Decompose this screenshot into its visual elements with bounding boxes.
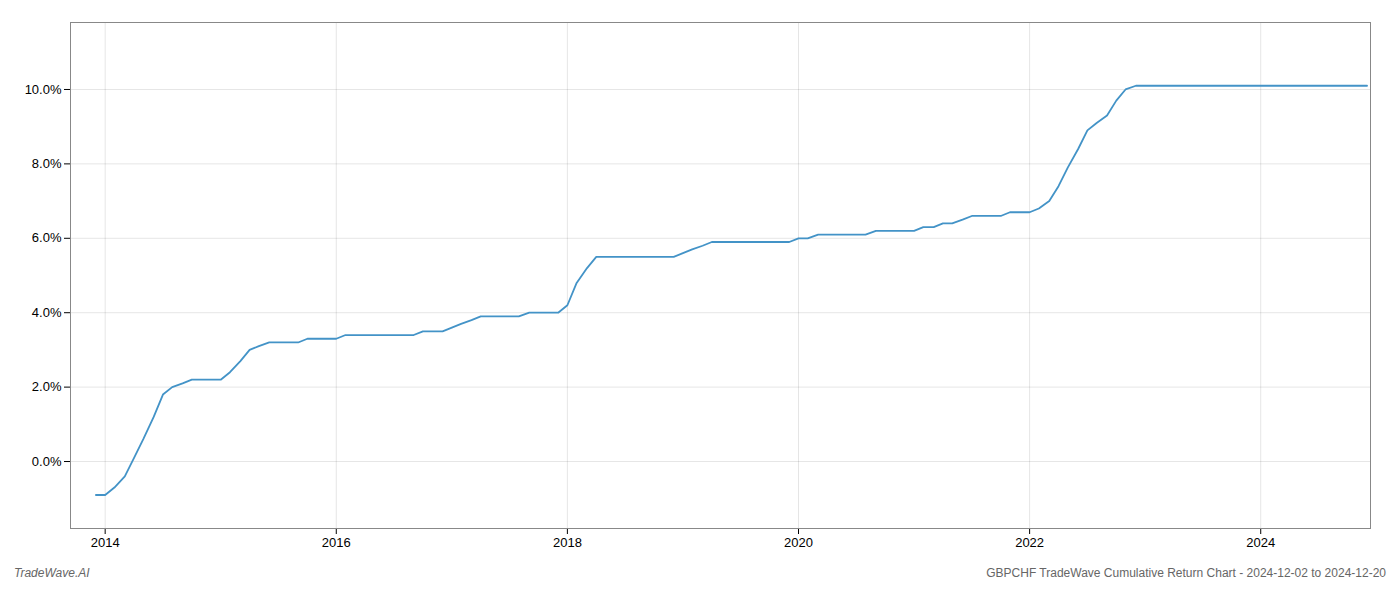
- svg-text:10.0%: 10.0%: [25, 82, 62, 97]
- svg-text:2024: 2024: [1246, 535, 1275, 550]
- svg-text:2.0%: 2.0%: [32, 379, 62, 394]
- svg-text:2022: 2022: [1015, 535, 1044, 550]
- svg-text:2016: 2016: [322, 535, 351, 550]
- svg-text:2020: 2020: [784, 535, 813, 550]
- svg-text:2014: 2014: [91, 535, 120, 550]
- svg-text:4.0%: 4.0%: [32, 305, 62, 320]
- svg-text:0.0%: 0.0%: [32, 454, 62, 469]
- svg-text:2018: 2018: [553, 535, 582, 550]
- html-text:TradeWave.AI: TradeWave.AI: [14, 566, 90, 580]
- svg-text:8.0%: 8.0%: [32, 156, 62, 171]
- svg-text:6.0%: 6.0%: [32, 230, 62, 245]
- html-text:GBPCHF TradeWave Cumulative Re: GBPCHF TradeWave Cumulative Return Chart…: [986, 566, 1386, 580]
